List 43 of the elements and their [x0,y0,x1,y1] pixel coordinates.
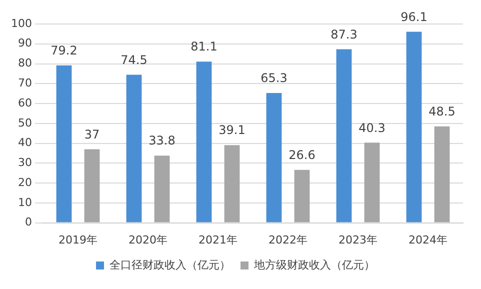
data-label: 74.5 [120,52,148,67]
bar [364,142,380,222]
y-tick-label: 0 [24,216,32,229]
y-tick-label: 40 [18,136,32,150]
data-label: 39.1 [218,123,246,138]
bar [196,62,212,222]
data-label: 87.3 [330,27,358,42]
y-tick-label: 100 [10,16,32,30]
x-tick-label: 2021年 [198,233,238,246]
x-tick-label: 2019年 [58,233,98,246]
x-tick-label: 2024年 [408,233,448,246]
y-tick-label: 70 [18,76,32,90]
legend-label: 全口径财政收入（亿元） [110,258,230,272]
bar [224,145,240,222]
bar [336,49,352,222]
data-label: 81.1 [190,40,218,54]
data-label: 48.5 [428,104,456,119]
y-tick-label: 90 [18,36,32,50]
x-tick-label: 2020年 [128,233,168,246]
bar [406,32,422,222]
data-label: 96.1 [400,10,428,24]
y-tick-label: 50 [18,116,32,130]
bar [434,126,450,222]
bar [294,170,310,222]
y-tick-label: 60 [18,96,32,110]
legend-label: 地方级财政收入（亿元） [253,258,375,272]
y-tick-label: 80 [18,56,32,70]
data-label: 33.8 [148,134,176,148]
bar [84,149,100,222]
y-tick-label: 20 [18,176,32,189]
x-tick-label: 2023年 [338,233,378,246]
y-tick-label: 30 [18,156,32,170]
data-label: 37 [84,127,100,142]
bar [266,92,282,222]
bar [126,74,142,222]
bar [154,156,170,222]
x-tick-label: 2022年 [268,233,308,246]
data-label: 26.6 [288,148,316,162]
bar [56,65,72,222]
data-label: 79.2 [50,43,78,58]
data-label: 40.3 [358,120,386,135]
y-tick-label: 10 [18,196,32,209]
data-label: 65.3 [260,71,288,86]
